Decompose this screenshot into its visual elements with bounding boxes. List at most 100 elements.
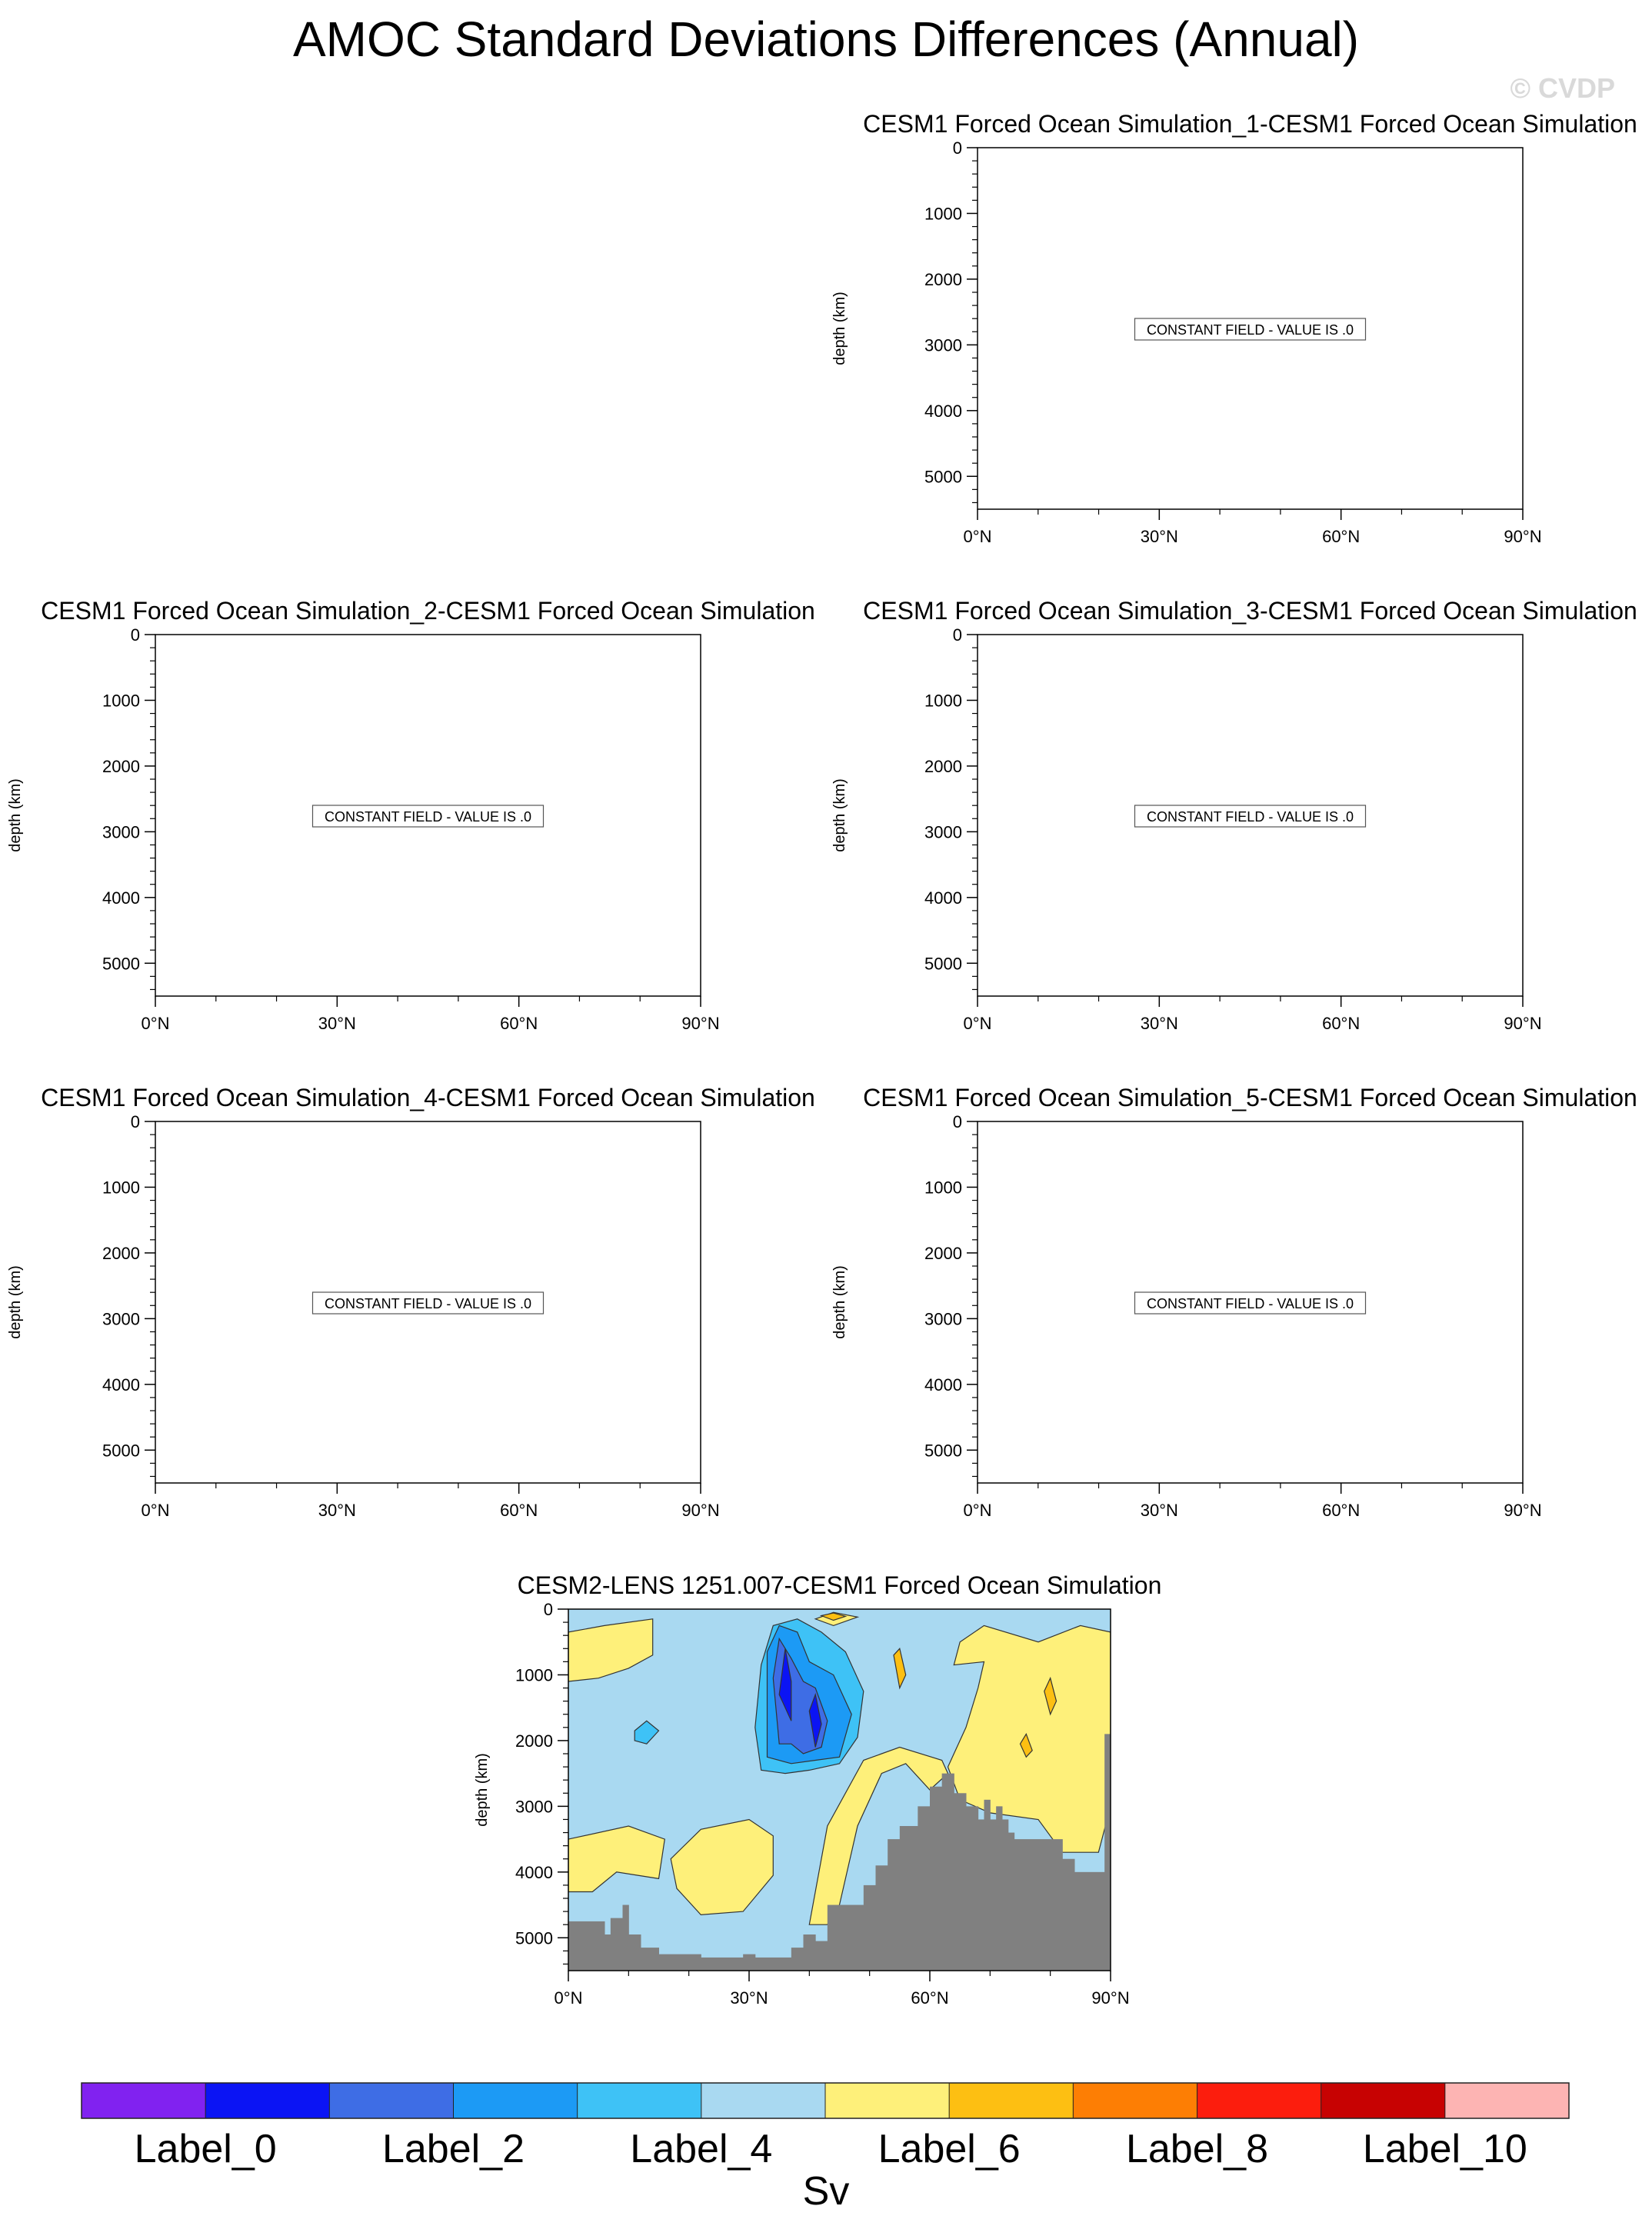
contour-region [1044,1676,1057,1716]
bathymetry-block [803,1934,816,1971]
x-tick-label: 30°N [730,1988,768,2008]
y-tick-label: 1000 [924,204,962,223]
bathymetry-block [984,1799,991,1971]
colorbar-swatch [205,2083,330,2118]
contour-region [808,1746,949,1925]
y-tick-label: 4000 [924,1375,962,1395]
colorbar-swatch [825,2083,950,2118]
colorbar-swatch [1073,2083,1197,2118]
x-tick-label: 60°N [500,1014,538,1033]
bathymetry-block [743,1954,756,1971]
colorbar-label: Label_6 [878,2127,1021,2171]
constant-field-label: CONSTANT FIELD - VALUE IS .0 [1134,1291,1367,1315]
panel-title: CESM1 Forced Ocean Simulation_5-CESM1 Fo… [863,1084,1637,1111]
y-tick-label: 1000 [924,1178,962,1197]
x-tick-label: 60°N [1322,1501,1360,1520]
colorbar-swatch [1321,2083,1446,2118]
contour-field [568,1609,1111,1971]
y-tick-label: 0 [131,1112,140,1131]
constant-field-text: CONSTANT FIELD - VALUE IS .0 [325,1296,531,1311]
y-tick-label: 2000 [102,1244,140,1263]
x-tick-label: 60°N [1322,1014,1360,1033]
bathymetry-block [1008,1832,1015,1971]
plot-frame [977,634,1524,997]
y-tick-label: 0 [953,1112,962,1131]
constant-field-label: CONSTANT FIELD - VALUE IS .0 [311,1291,545,1315]
y-tick-label: 4000 [102,888,140,908]
constant-field-label: CONSTANT FIELD - VALUE IS .0 [1134,805,1367,828]
colorbar-swatch [82,2083,206,2118]
x-tick-label: 90°N [1504,1501,1541,1520]
y-tick-label: 0 [131,625,140,645]
y-tick-label: 1000 [102,1178,140,1197]
contour-region [778,1648,792,1721]
constant-field-label: CONSTANT FIELD - VALUE IS .0 [311,805,545,828]
bathymetry-block [622,1904,629,1971]
contour-region [568,1618,654,1682]
bathymetry-block [568,1921,605,1971]
x-tick-label: 0°N [142,1501,170,1520]
bathymetry-block [954,1793,967,1971]
plot-frame [155,634,701,997]
x-tick-label: 30°N [1141,1501,1178,1520]
plot-frame [977,147,1524,510]
watermark: © CVDP [1510,72,1615,104]
y-tick-label: 3000 [924,822,962,841]
bathymetry-block [996,1806,1003,1971]
y-axis-label: depth (km) [7,778,24,852]
bathymetry-block [899,1826,918,1971]
constant-field-text: CONSTANT FIELD - VALUE IS .0 [1147,1296,1354,1311]
colorbar-unit: Sv [803,2169,850,2214]
constant-field-box [1134,805,1367,828]
bathymetry-block [863,1884,876,1971]
y-tick-label: 3000 [515,1797,553,1816]
bathymetry-block [791,1948,804,1971]
plot-frame [977,1121,1524,1484]
bathymetry-block [827,1904,864,1971]
panel-3: CESM1 Forced Ocean Simulation_3-CESM1 Fo… [831,597,1637,1033]
y-tick-label: 2000 [924,757,962,776]
panel-2: CESM1 Forced Ocean Simulation_2-CESM1 Fo… [7,597,815,1033]
y-tick-label: 2000 [924,1244,962,1263]
y-tick-label: 5000 [924,954,962,973]
constant-field-box [1134,318,1367,341]
x-tick-label: 90°N [681,1014,719,1033]
colorbar-swatch [453,2083,578,2118]
y-tick-label: 1000 [515,1665,553,1684]
bathymetry-block [1002,1819,1009,1971]
y-tick-label: 5000 [924,467,962,486]
plot-frame [155,1121,701,1484]
colorbar-swatch [1197,2083,1322,2118]
bathymetry-block [930,1786,943,1971]
bathymetry-block [1014,1839,1063,1971]
y-tick-label: 1000 [924,691,962,710]
y-tick-label: 5000 [924,1441,962,1460]
contour-region [947,1625,1111,1853]
bathymetry-block [966,1806,979,1971]
contour-region [893,1648,907,1690]
y-tick-label: 4000 [924,402,962,421]
bathymetry-block [641,1948,659,1971]
constant-field-text: CONSTANT FIELD - VALUE IS .0 [325,809,531,825]
colorbar-swatch [949,2083,1074,2118]
constant-field-label: CONSTANT FIELD - VALUE IS .0 [1134,318,1367,341]
contour-region [670,1818,774,1916]
panel-title: CESM1 Forced Ocean Simulation_2-CESM1 Fo… [41,597,815,625]
constant-field-box [311,805,545,828]
x-tick-label: 30°N [1141,527,1178,546]
contour-region [1019,1733,1033,1758]
bathymetry-block [918,1806,931,1971]
y-axis-label: depth (km) [7,1265,24,1339]
x-tick-label: 30°N [1141,1014,1178,1033]
y-tick-label: 5000 [102,1441,140,1460]
y-tick-label: 0 [953,625,962,645]
bathymetry-block [628,1934,641,1971]
bathymetry-block [815,1941,828,1971]
y-tick-label: 5000 [102,954,140,973]
y-tick-label: 4000 [924,888,962,908]
colorbar-swatch [577,2083,702,2118]
x-tick-label: 0°N [964,527,992,546]
panel-title: CESM1 Forced Ocean Simulation_3-CESM1 Fo… [863,597,1637,625]
contour-region [568,1825,665,1893]
x-tick-label: 30°N [318,1501,356,1520]
